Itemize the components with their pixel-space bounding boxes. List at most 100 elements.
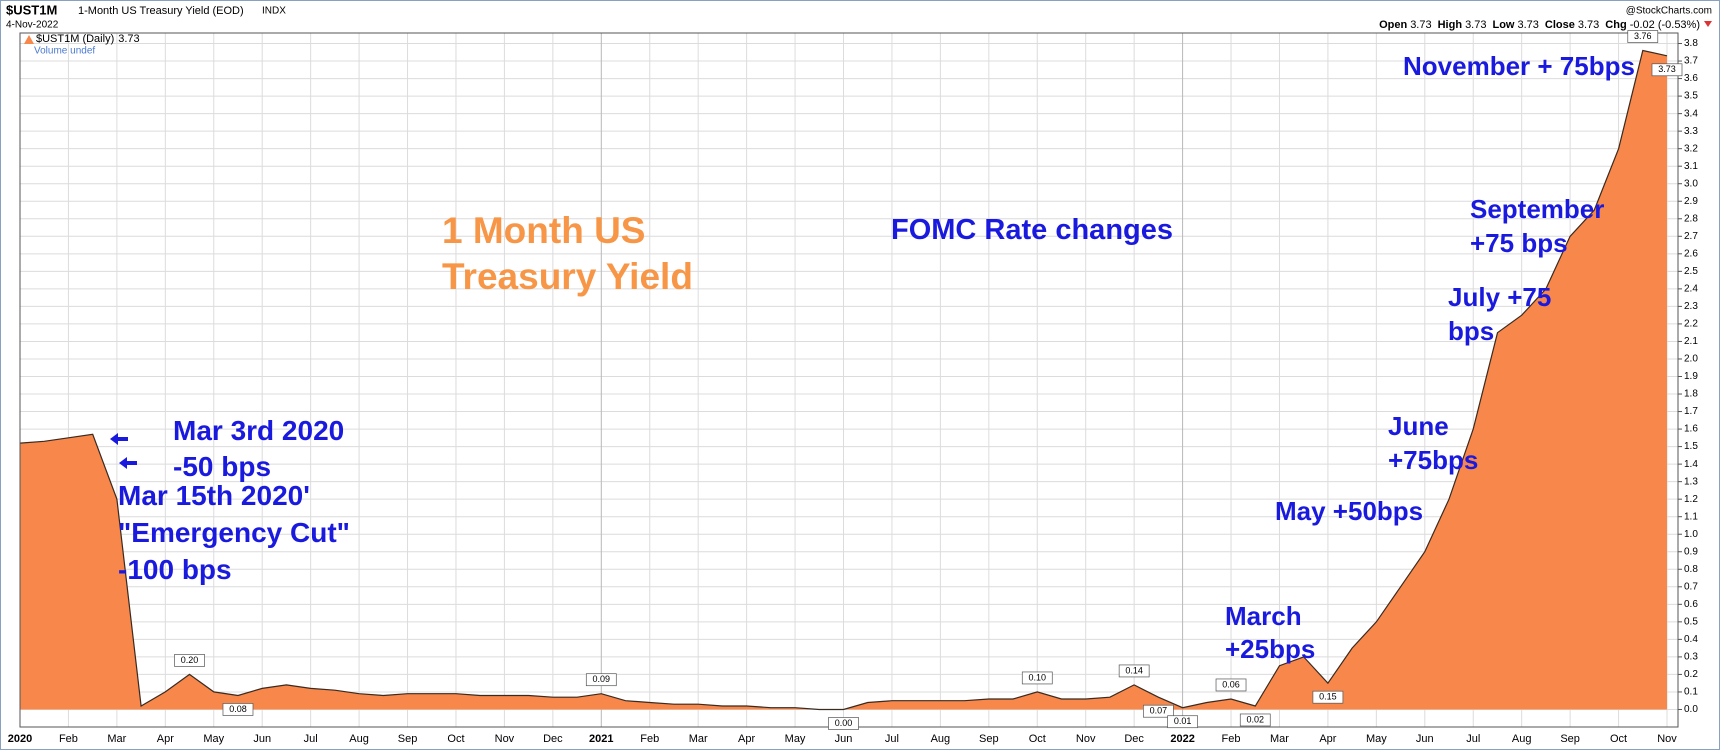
value-label: 3.73 <box>1658 64 1676 74</box>
annotation: -100 bps <box>118 554 232 585</box>
value-label: 0.14 <box>1125 665 1143 675</box>
annotation: July +75 <box>1448 282 1551 312</box>
legend-value: 3.73 <box>118 33 139 45</box>
y-tick-label: 1.1 <box>1684 511 1698 522</box>
x-tick-label: Jul <box>885 733 899 745</box>
x-tick-label: Aug <box>349 733 369 745</box>
value-label: 0.20 <box>181 655 199 665</box>
x-tick-label: Nov <box>1657 733 1677 745</box>
value-label-box <box>1651 63 1683 77</box>
y-tick-label: 2.9 <box>1684 196 1698 207</box>
x-tick-label: Jun <box>1416 733 1434 745</box>
x-tick-label: Mar <box>1270 733 1289 745</box>
ohlc-value: 3.73 <box>1465 19 1486 31</box>
source: @StockCharts.com <box>1626 6 1712 17</box>
security-name: 1-Month US Treasury Yield (EOD) <box>78 5 244 17</box>
y-tick-label: 3.4 <box>1684 108 1698 119</box>
x-tick-label: Mar <box>107 733 126 745</box>
ohlc-label: High <box>1438 19 1463 31</box>
x-tick-label: Feb <box>59 733 78 745</box>
value-label-box <box>1143 704 1174 718</box>
area <box>20 50 1667 710</box>
value-label: 0.08 <box>229 704 247 714</box>
legend-swatch <box>24 35 34 44</box>
chg-arrow <box>1704 21 1712 27</box>
y-tick-label: 0.7 <box>1684 581 1698 592</box>
x-tick-label: 2022 <box>1170 733 1194 745</box>
value-label-box <box>174 654 205 667</box>
legend-name: $UST1M (Daily) <box>36 33 114 45</box>
y-tick-label: 2.4 <box>1684 284 1698 295</box>
line <box>19 49 1668 711</box>
arrow <box>119 457 137 469</box>
annotation: +25bps <box>1225 634 1315 664</box>
y-tick-label: 2.5 <box>1684 266 1698 277</box>
legend-volume: Volume undef <box>34 46 95 57</box>
annotation: Mar 3rd 2020 <box>173 415 344 446</box>
x-tick-label: Oct <box>1029 733 1046 745</box>
value-label-box <box>585 673 617 687</box>
x-tick-label: Oct <box>447 733 464 745</box>
x-tick-label: Nov <box>1076 733 1096 745</box>
x-tick-label: Jun <box>835 733 853 745</box>
y-tick-label: 2.7 <box>1684 231 1698 242</box>
y-tick-label: 0.9 <box>1684 546 1698 557</box>
y-tick-label: 1.9 <box>1684 371 1698 382</box>
x-tick-label: Oct <box>1610 733 1627 745</box>
annotation: bps <box>1448 316 1494 346</box>
y-tick-label: 1.7 <box>1684 406 1698 417</box>
exchange: INDX <box>262 6 286 17</box>
y-tick-label: 1.8 <box>1684 389 1698 400</box>
annotation: FOMC Rate changes <box>891 214 1173 246</box>
ohlc-value: 3.73 <box>1517 19 1538 31</box>
y-tick-label: 3.0 <box>1684 178 1698 189</box>
x-tick-label: May <box>1366 733 1387 745</box>
y-tick-label: 1.2 <box>1684 494 1698 505</box>
y-tick-label: 0.3 <box>1684 652 1698 663</box>
y-tick-label: 3.7 <box>1684 56 1698 67</box>
x-tick-label: Apr <box>157 733 174 745</box>
x-tick-label: 2020 <box>8 733 32 745</box>
ohlc-value: 3.73 <box>1578 19 1599 31</box>
y-tick-label: 3.1 <box>1684 161 1698 172</box>
annotation: May +50bps <box>1275 496 1423 526</box>
x-tick-label: Mar <box>689 733 708 745</box>
value-label-box <box>1312 690 1344 704</box>
x-tick-label: Aug <box>931 733 951 745</box>
ohlc-label: Close <box>1545 19 1575 31</box>
x-tick-label: Nov <box>495 733 515 745</box>
x-tick-label: Jun <box>253 733 271 745</box>
value-label: 0.07 <box>1150 706 1168 716</box>
value-label: 0.10 <box>1028 672 1046 682</box>
y-tick-label: 3.6 <box>1684 73 1698 84</box>
x-tick-label: Feb <box>640 733 659 745</box>
y-tick-label: 0.0 <box>1684 704 1698 715</box>
y-tick-label: 2.6 <box>1684 248 1698 259</box>
y-tick-label: 0.4 <box>1684 634 1698 645</box>
y-tick-label: 1.4 <box>1684 459 1698 470</box>
annotation: +75 bps <box>1470 228 1568 258</box>
ohlc-value: -0.02 (-0.53%) <box>1630 19 1700 31</box>
date: 4-Nov-2022 <box>6 20 59 31</box>
x-tick-label: Sep <box>398 733 418 745</box>
value-label-box <box>1239 713 1271 727</box>
value-label: 0.15 <box>1319 692 1337 702</box>
annotation: "Emergency Cut" <box>118 517 350 548</box>
value-label: 0.02 <box>1246 714 1264 724</box>
value-label: 0.09 <box>593 674 611 684</box>
y-tick-label: 0.8 <box>1684 564 1698 575</box>
annotation: Treasury Yield <box>442 256 693 297</box>
y-tick-label: 0.5 <box>1684 616 1698 627</box>
x-tick-label: May <box>785 733 806 745</box>
x-tick-label: Jul <box>304 733 318 745</box>
y-tick-label: 0.2 <box>1684 669 1698 680</box>
value-label-box <box>1021 671 1053 685</box>
annotation: September <box>1470 194 1604 224</box>
value-label-box <box>1627 30 1659 43</box>
value-label: 0.00 <box>835 718 853 728</box>
x-tick-label: Sep <box>979 733 999 745</box>
x-tick-label: Feb <box>1222 733 1241 745</box>
y-tick-label: 0.1 <box>1684 687 1698 698</box>
arrow <box>110 433 128 445</box>
